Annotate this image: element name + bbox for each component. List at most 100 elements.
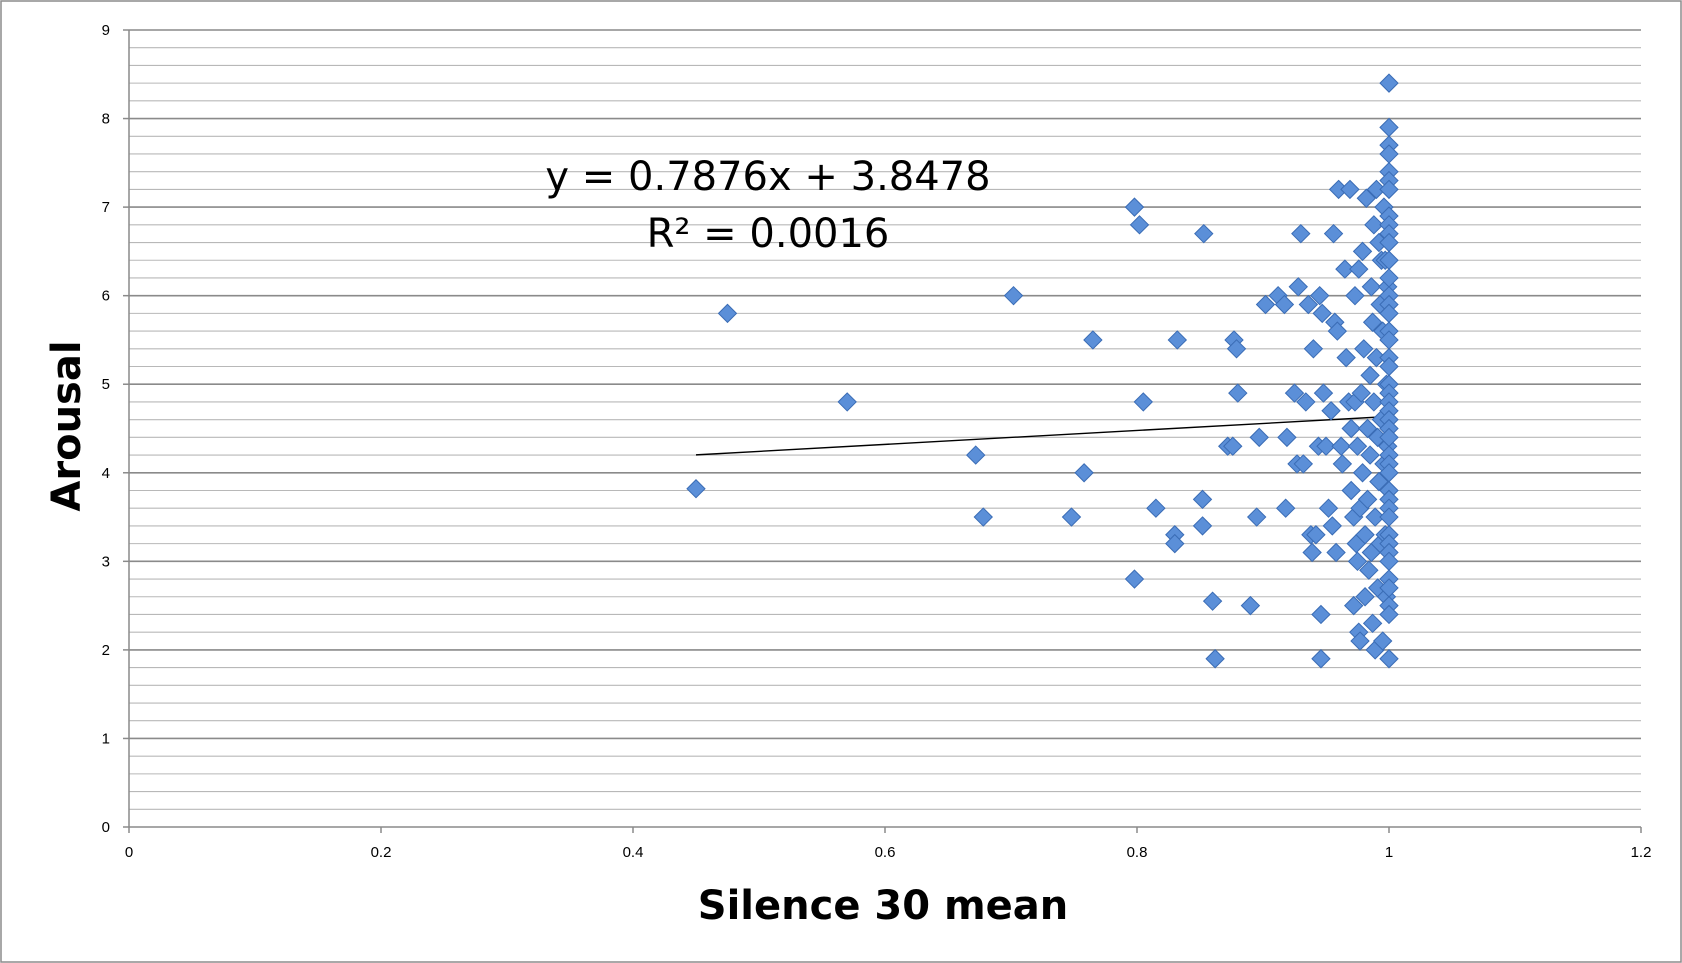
y-tick-label: 0 (102, 819, 110, 836)
data-point (1165, 533, 1185, 554)
data-point (1202, 591, 1223, 611)
data-point (1124, 197, 1145, 217)
data-point (966, 445, 986, 465)
data-point (1293, 454, 1314, 474)
trendline-equation: y = 0.7876x + 3.8478 (545, 154, 990, 200)
data-point (1223, 436, 1243, 456)
data-point (1318, 498, 1339, 518)
data-point (1379, 649, 1399, 669)
data-points (686, 73, 1399, 669)
data-point (1341, 418, 1361, 439)
data-point (1311, 604, 1331, 625)
data-point (1288, 277, 1308, 297)
trendline (695, 415, 1390, 456)
x-tick-label: 0.8 (1127, 844, 1148, 861)
data-point (1316, 436, 1336, 456)
trendline-group (695, 415, 1390, 456)
y-axis-title: Arousal (44, 340, 90, 511)
data-point (1357, 418, 1378, 439)
data-point (1249, 427, 1269, 448)
data-point (1246, 507, 1267, 527)
data-point (1133, 392, 1154, 412)
data-point (686, 479, 706, 499)
data-point (1364, 215, 1384, 235)
data-point (1347, 551, 1368, 572)
y-tick-label: 2 (102, 642, 110, 659)
y-tick-label: 7 (102, 199, 110, 216)
y-tick-label: 6 (102, 288, 110, 305)
x-tick-labels: 0 0.2 0.4 0.6 0.8 1 1.2 (125, 827, 1652, 861)
data-point (1291, 223, 1311, 244)
data-point (1192, 489, 1213, 510)
data-point (717, 303, 738, 324)
data-point (1364, 392, 1384, 412)
data-point (1228, 383, 1248, 403)
data-point (1379, 73, 1399, 93)
data-point (837, 392, 857, 412)
y-tick-label: 1 (102, 730, 110, 747)
y-tick-label: 3 (102, 553, 110, 570)
data-point (1336, 347, 1356, 368)
data-point (1379, 179, 1399, 200)
y-tick-label: 9 (102, 22, 110, 39)
data-point (1372, 631, 1393, 651)
data-point (1331, 436, 1351, 456)
x-tick-label: 0.6 (875, 844, 896, 861)
x-tick-label: 1.2 (1631, 844, 1652, 861)
trendline-r-squared: R² = 0.0016 (647, 211, 890, 257)
data-point (1074, 463, 1094, 483)
x-tick-label: 0 (125, 844, 133, 861)
data-point (1129, 215, 1150, 235)
data-point (1379, 604, 1399, 625)
data-point (1061, 507, 1082, 527)
data-point (1341, 480, 1361, 501)
data-point (1003, 285, 1024, 306)
data-point (1362, 312, 1383, 332)
data-point (1359, 560, 1379, 580)
data-point (1167, 330, 1188, 350)
data-point (1309, 285, 1330, 306)
data-point (1365, 507, 1385, 527)
data-point (1340, 179, 1360, 200)
y-tick-label: 4 (102, 465, 110, 482)
data-point (1313, 383, 1334, 403)
data-point (1306, 525, 1326, 545)
data-point (1312, 303, 1332, 324)
data-point (1226, 339, 1247, 359)
data-point (1274, 294, 1295, 315)
data-point (1275, 498, 1296, 518)
y-tick-labels: 0 1 2 3 4 5 6 7 8 9 (102, 22, 129, 836)
data-point (1303, 339, 1324, 359)
data-point (1361, 277, 1382, 297)
data-point (1327, 321, 1348, 341)
data-point (1345, 285, 1365, 306)
x-tick-label: 0.2 (371, 844, 392, 861)
data-point (1360, 445, 1380, 465)
data-point (1362, 613, 1383, 634)
data-point (1323, 223, 1344, 244)
data-point (1355, 525, 1375, 545)
data-point (1352, 241, 1373, 262)
data-point (1344, 595, 1364, 616)
data-point (1357, 489, 1378, 510)
data-point (1351, 383, 1371, 403)
data-point (1192, 516, 1213, 536)
x-tick-label: 1 (1385, 844, 1393, 861)
x-axis-title: Silence 30 mean (698, 883, 1068, 929)
data-point (1354, 339, 1374, 359)
y-tick-label: 5 (102, 376, 110, 393)
data-point (1369, 471, 1389, 492)
data-point (1355, 587, 1375, 607)
data-point (1240, 595, 1261, 616)
data-point (1350, 631, 1370, 651)
data-point (1124, 569, 1145, 589)
data-point (1321, 401, 1341, 421)
data-point (1347, 436, 1368, 456)
data-point (1322, 516, 1343, 536)
data-point (1296, 392, 1316, 412)
data-point (1360, 365, 1380, 386)
data-point (1146, 498, 1166, 518)
